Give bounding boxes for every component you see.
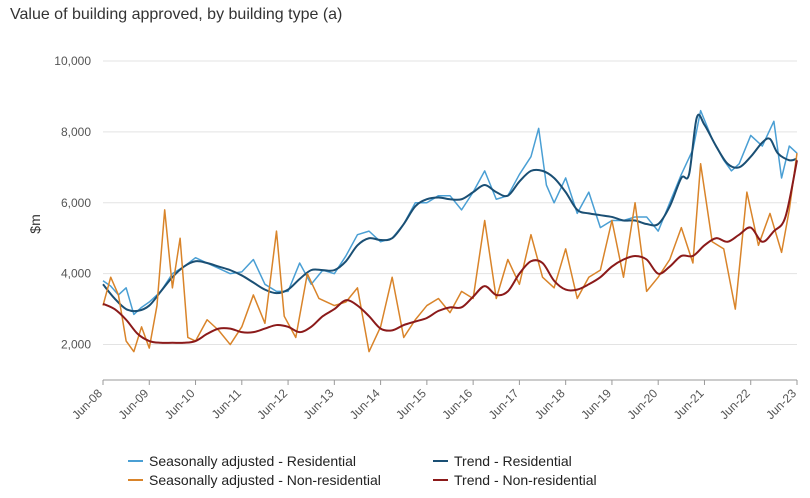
x-tick-label: Jun-12 <box>254 386 290 422</box>
legend-label: Seasonally adjusted - Residential <box>149 453 357 469</box>
x-tick-label: Jun-23 <box>763 386 799 422</box>
legend-item-trend-non-residential[interactable]: Trend - Non-residential <box>433 471 663 489</box>
legend-label: Trend - Non-residential <box>454 472 597 488</box>
legend-swatch <box>128 479 143 481</box>
x-tick-label: Jun-14 <box>347 386 383 422</box>
legend-item-sa-non-residential[interactable]: Seasonally adjusted - Non-residential <box>128 471 433 489</box>
series-lines <box>102 109 798 353</box>
x-tick-label: Jun-20 <box>624 386 660 422</box>
legend-item-sa-residential[interactable]: Seasonally adjusted - Residential <box>128 452 433 470</box>
x-tick-label: Jun-22 <box>717 386 753 422</box>
x-tick-label: Jun-21 <box>671 386 707 422</box>
axes: 2,000 4,000 6,000 8,000 10,000 Jun-08 Jun-09 Ju… <box>54 54 799 422</box>
legend-swatch <box>433 460 448 462</box>
legend-label: Seasonally adjusted - Non-residential <box>149 472 381 488</box>
y-tick-label: 10,000 <box>54 54 91 68</box>
legend: Seasonally adjusted - Residential Trend … <box>128 452 663 489</box>
x-tick-label: Jun-17 <box>486 386 522 422</box>
legend-label: Trend - Residential <box>454 453 572 469</box>
chart-title: Value of building approved, by building … <box>10 6 343 23</box>
x-tick-label: Jun-09 <box>116 386 152 422</box>
x-tick-label: Jun-15 <box>393 386 429 422</box>
x-tick-label: Jun-13 <box>301 386 337 422</box>
legend-swatch <box>128 460 143 462</box>
x-tick-label: Jun-18 <box>532 386 568 422</box>
x-tick-label: Jun-08 <box>69 386 105 422</box>
y-axis-label: $m <box>27 214 43 233</box>
x-tick-label: Jun-19 <box>578 386 614 422</box>
y-tick-label: 4,000 <box>61 267 91 281</box>
legend-swatch <box>433 479 448 481</box>
x-tick-label: Jun-11 <box>209 386 244 421</box>
y-tick-label: 2,000 <box>61 338 91 352</box>
series-line-trend-residential <box>102 113 798 313</box>
series-line-seasonally-adjusted-non-residential <box>102 153 798 353</box>
y-tick-label: 8,000 <box>61 125 91 139</box>
gridlines <box>103 60 797 346</box>
legend-item-trend-residential[interactable]: Trend - Residential <box>433 452 663 470</box>
series-line-trend-non-residential <box>102 160 798 344</box>
x-tick-label: Jun-16 <box>439 386 475 422</box>
y-tick-label: 6,000 <box>61 196 91 210</box>
x-tick-label: Jun-10 <box>162 386 198 422</box>
